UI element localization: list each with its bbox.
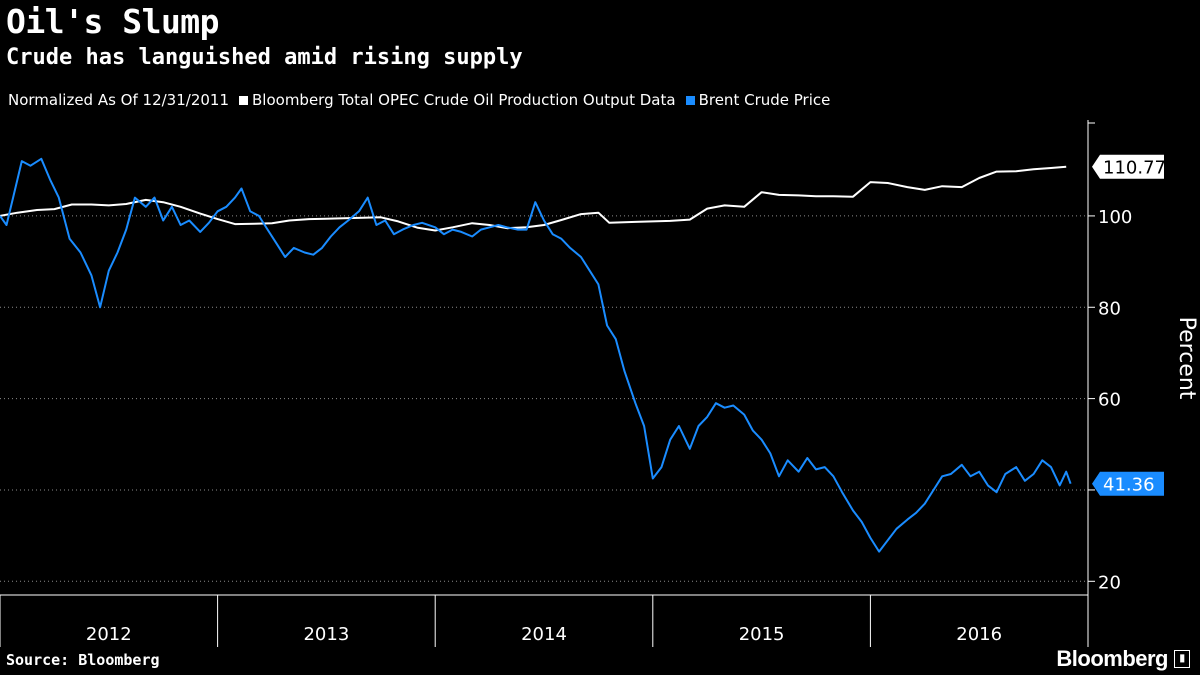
chart-title: Oil's Slump: [6, 2, 220, 41]
x-tick-label-2013: 2013: [303, 624, 349, 645]
brand-name: Bloomberg: [1056, 646, 1168, 671]
legend-label-brent: Brent Crude Price: [698, 91, 831, 109]
x-tick-label-2015: 2015: [739, 624, 785, 645]
source-note: Source: Bloomberg: [6, 651, 160, 669]
x-tick-label-2012: 2012: [86, 624, 132, 645]
legend-note: Normalized As Of 12/31/2011: [8, 91, 229, 109]
value-tag-label-opec: 110.77: [1103, 158, 1166, 179]
series-line-brent: [0, 157, 1072, 553]
value-tag-brent: [1092, 471, 1164, 496]
value-tag-opec: [1092, 154, 1164, 179]
x-tick-label-2016: 2016: [956, 624, 1002, 645]
legend-label-opec: Bloomberg Total OPEC Crude Oil Productio…: [252, 91, 676, 109]
legend: Normalized As Of 12/31/2011 Bloomberg To…: [8, 90, 830, 110]
legend-swatch-opec: [239, 95, 248, 105]
value-tag-label-brent: 41.36: [1103, 475, 1155, 496]
terminal-icon: ▮: [1174, 650, 1190, 668]
series-line-opec: [0, 165, 1067, 232]
chart-subtitle: Crude has languished amid rising supply: [6, 45, 523, 70]
y-tick-label-20: 20: [1098, 572, 1121, 593]
y-tick-label-100: 100: [1098, 207, 1132, 228]
y-tick-label-80: 80: [1098, 298, 1121, 319]
bloomberg-logo: Bloomberg ▮: [1056, 646, 1190, 672]
x-tick-label-2014: 2014: [521, 624, 567, 645]
y-axis-title: Percent: [1174, 317, 1199, 400]
legend-swatch-brent: [685, 95, 695, 105]
y-tick-label-60: 60: [1098, 390, 1121, 411]
